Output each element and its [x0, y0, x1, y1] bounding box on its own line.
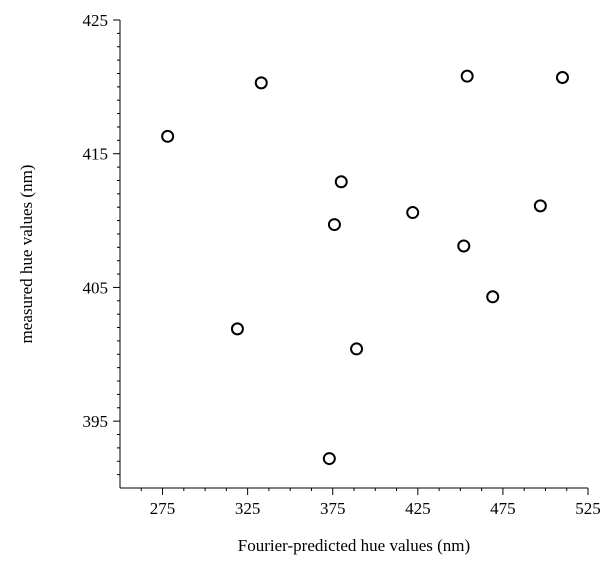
data-point	[555, 70, 569, 84]
x-tick-label: 475	[490, 499, 516, 518]
y-axis-title: measured hue values (nm)	[17, 165, 36, 344]
x-tick-label: 425	[405, 499, 431, 518]
data-point	[486, 290, 500, 304]
data-point	[334, 175, 348, 189]
ticks	[113, 19, 589, 495]
data-point	[327, 218, 341, 232]
data-point	[406, 206, 420, 220]
x-tick-label: 375	[320, 499, 346, 518]
x-tick-label: 275	[150, 499, 176, 518]
data-point	[350, 342, 364, 356]
x-tick-label: 325	[235, 499, 261, 518]
tick-labels: 275 325 375 425 475 525 395 405 415 425	[83, 11, 601, 518]
data-point	[533, 199, 547, 213]
data-point	[457, 239, 471, 253]
data-point	[230, 322, 244, 336]
y-tick-label: 415	[83, 145, 109, 164]
axes	[119, 20, 588, 489]
data-point	[161, 129, 175, 143]
data-point	[322, 452, 336, 466]
data-point	[254, 76, 268, 90]
data-point	[460, 69, 474, 83]
data-points	[161, 69, 569, 466]
x-tick-label: 525	[575, 499, 601, 518]
y-tick-label: 425	[83, 11, 109, 30]
x-axis-title: Fourier-predicted hue values (nm)	[238, 536, 470, 555]
y-tick-label: 395	[83, 412, 109, 431]
y-tick-label: 405	[83, 278, 109, 297]
